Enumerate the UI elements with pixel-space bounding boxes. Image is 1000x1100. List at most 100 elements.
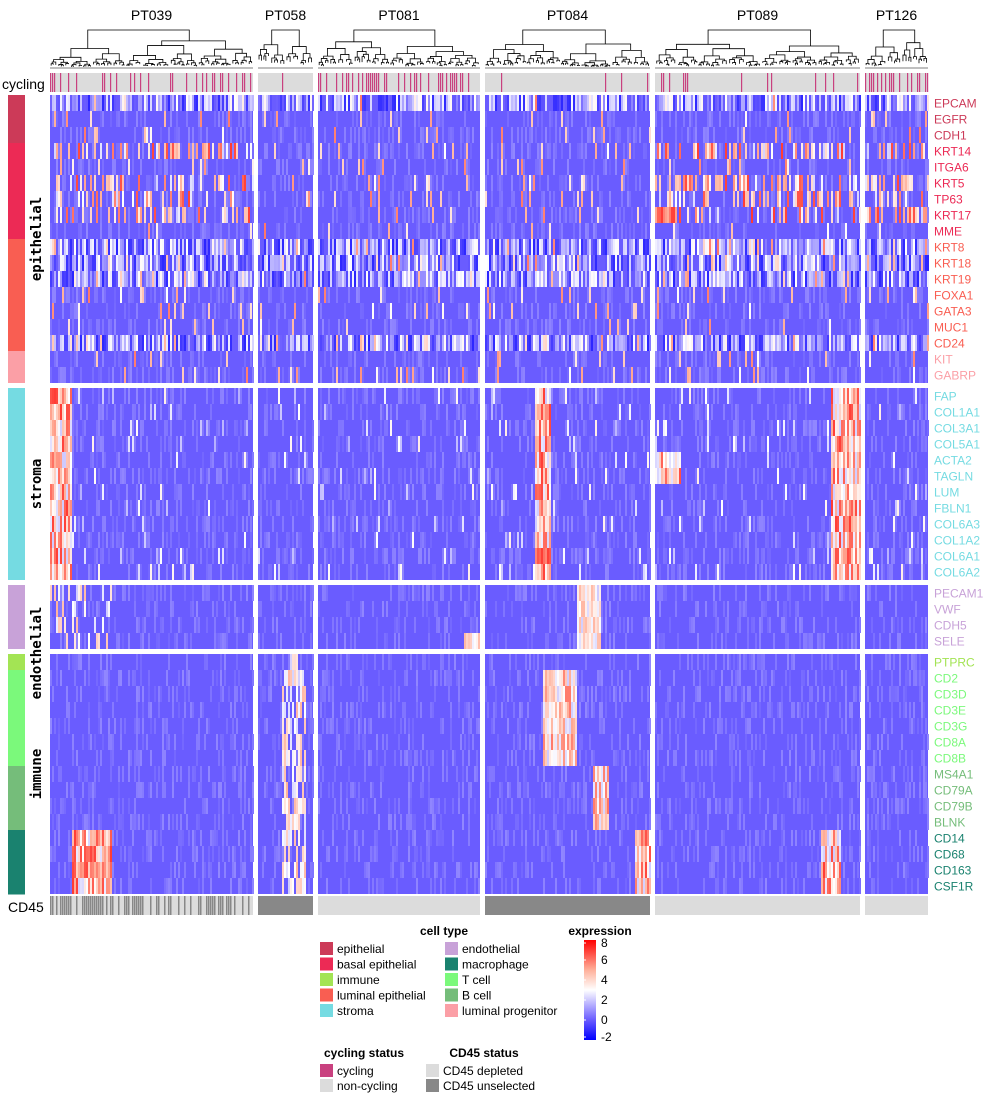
heat-cell <box>364 271 366 287</box>
heat-cell <box>537 223 539 239</box>
heat-cell <box>430 95 432 111</box>
heat-cell <box>80 484 82 500</box>
heat-cell <box>436 404 438 420</box>
heat-cell <box>102 484 104 500</box>
heat-cell <box>138 686 140 702</box>
heat-cell <box>108 617 110 633</box>
heat-cell <box>442 766 444 782</box>
heat-cell <box>116 452 118 468</box>
heat-cell <box>396 404 398 420</box>
heat-cell <box>88 878 90 894</box>
heat-cell <box>262 468 264 484</box>
heat-cell <box>286 548 288 564</box>
heat-cell <box>296 862 298 878</box>
heat-cell <box>62 95 64 111</box>
heat-cell <box>76 388 78 404</box>
heat-cell <box>398 686 400 702</box>
heat-cell <box>485 175 487 191</box>
heat-cell <box>344 633 346 649</box>
heat-cell <box>262 351 264 367</box>
heat-cell <box>434 468 436 484</box>
heat-cell-bg <box>485 271 650 287</box>
heat-cell-bg <box>318 516 480 532</box>
heat-cell <box>324 564 326 580</box>
heat-cell <box>250 846 252 862</box>
heat-cell <box>58 532 60 548</box>
heat-cell <box>240 239 242 255</box>
heat-cell <box>406 175 408 191</box>
heat-cell <box>388 500 390 516</box>
heat-cell <box>178 404 180 420</box>
heat-cell <box>106 303 108 319</box>
heat-cell <box>416 143 418 159</box>
heat-cell <box>272 335 274 351</box>
heat-cell <box>122 798 124 814</box>
heat-cell <box>517 159 519 175</box>
heat-cell <box>266 404 268 420</box>
heat-cell <box>246 191 248 207</box>
heat-cell <box>328 223 330 239</box>
heat-cell <box>90 878 92 894</box>
heat-cell <box>440 239 442 255</box>
heat-cell <box>629 127 631 143</box>
heat-cell <box>58 548 60 564</box>
heat-cell <box>464 143 466 159</box>
heat-cell <box>366 436 368 452</box>
heat-cell <box>458 862 460 878</box>
heat-cell <box>58 564 60 580</box>
heat-cell <box>188 670 190 686</box>
heat-cell <box>476 335 478 351</box>
heat-cell <box>454 750 456 766</box>
heat-cell <box>272 127 274 143</box>
heat-cell <box>102 255 104 271</box>
heat-cell <box>438 617 440 633</box>
heat-cell <box>505 159 507 175</box>
heat-cell <box>122 191 124 207</box>
heat-cell <box>98 878 100 894</box>
heat-cell <box>406 388 408 404</box>
heat-cell <box>160 335 162 351</box>
heat-cell <box>138 766 140 782</box>
heat-cell <box>557 239 559 255</box>
heat-cell <box>130 750 132 766</box>
heat-cell <box>346 95 348 111</box>
heat-cell <box>342 388 344 404</box>
heat-cell <box>116 532 118 548</box>
heat-cell <box>172 287 174 303</box>
heat-cell <box>222 750 224 766</box>
heat-cell <box>342 532 344 548</box>
heat-cell <box>148 702 150 718</box>
heat-cell <box>350 617 352 633</box>
heat-cell <box>110 335 112 351</box>
heat-cell <box>581 191 583 207</box>
heat-cell <box>90 532 92 548</box>
heat-cell <box>260 335 262 351</box>
heat-cell <box>434 670 436 686</box>
heat-cell <box>468 271 470 287</box>
heat-cell <box>274 255 276 271</box>
heat-cell <box>236 95 238 111</box>
heat-cell <box>246 271 248 287</box>
heat-cell <box>521 287 523 303</box>
heat-cell <box>452 750 454 766</box>
heat-cell <box>396 846 398 862</box>
heat-cell <box>80 367 82 383</box>
heat-cell <box>80 175 82 191</box>
heat-cell <box>266 420 268 436</box>
heat-cell <box>164 436 166 452</box>
heat-cell <box>68 159 70 175</box>
heat-cell <box>476 319 478 335</box>
heat-cell <box>424 532 426 548</box>
heat-cell <box>196 95 198 111</box>
heat-cell <box>242 223 244 239</box>
heat-cell <box>396 516 398 532</box>
heat-cell <box>92 862 94 878</box>
heat-cell <box>553 303 555 319</box>
heat-cell <box>623 95 625 111</box>
heat-cell <box>258 287 260 303</box>
heat-cell <box>144 388 146 404</box>
heat-cell <box>220 143 222 159</box>
heat-cell <box>98 702 100 718</box>
heat-cell <box>76 686 78 702</box>
heat-cell <box>248 239 250 255</box>
